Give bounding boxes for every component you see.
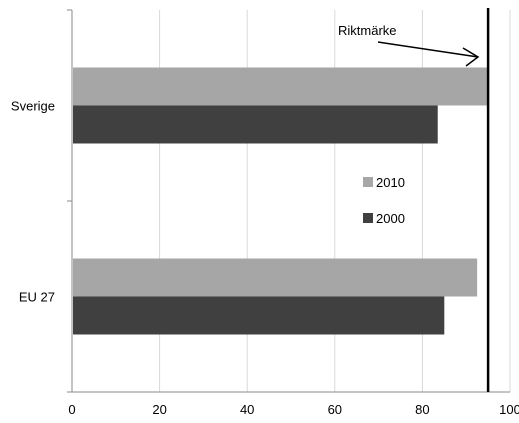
legend-swatch — [363, 213, 373, 223]
bar — [73, 258, 478, 297]
reference-line-group: Riktmärke — [338, 8, 490, 392]
bar — [73, 67, 489, 106]
legend-swatch — [363, 177, 373, 187]
reference-line-label: Riktmärke — [338, 23, 397, 38]
bar — [73, 296, 445, 335]
category-label: Sverige — [11, 99, 55, 114]
annotation-arrow — [377, 41, 479, 58]
x-tick-label: 40 — [240, 402, 254, 417]
bars — [73, 67, 489, 335]
x-tick-label: 100 — [499, 402, 519, 417]
x-tick-label: 60 — [328, 402, 342, 417]
category-label: EU 27 — [19, 290, 55, 305]
arrow-head — [462, 47, 480, 67]
legend: 2010 2000 — [363, 175, 405, 226]
category-labels: Sverige EU 27 — [11, 99, 55, 305]
axes — [67, 9, 510, 393]
x-tick-labels: 0 20 40 60 80 100 — [68, 402, 519, 417]
x-tick-label: 0 — [68, 402, 75, 417]
grid-lines — [159, 10, 511, 392]
bar — [73, 105, 438, 144]
x-tick-label: 20 — [152, 402, 166, 417]
legend-label: 2000 — [376, 211, 405, 226]
legend-label: 2010 — [376, 175, 405, 190]
x-tick-label: 80 — [415, 402, 429, 417]
